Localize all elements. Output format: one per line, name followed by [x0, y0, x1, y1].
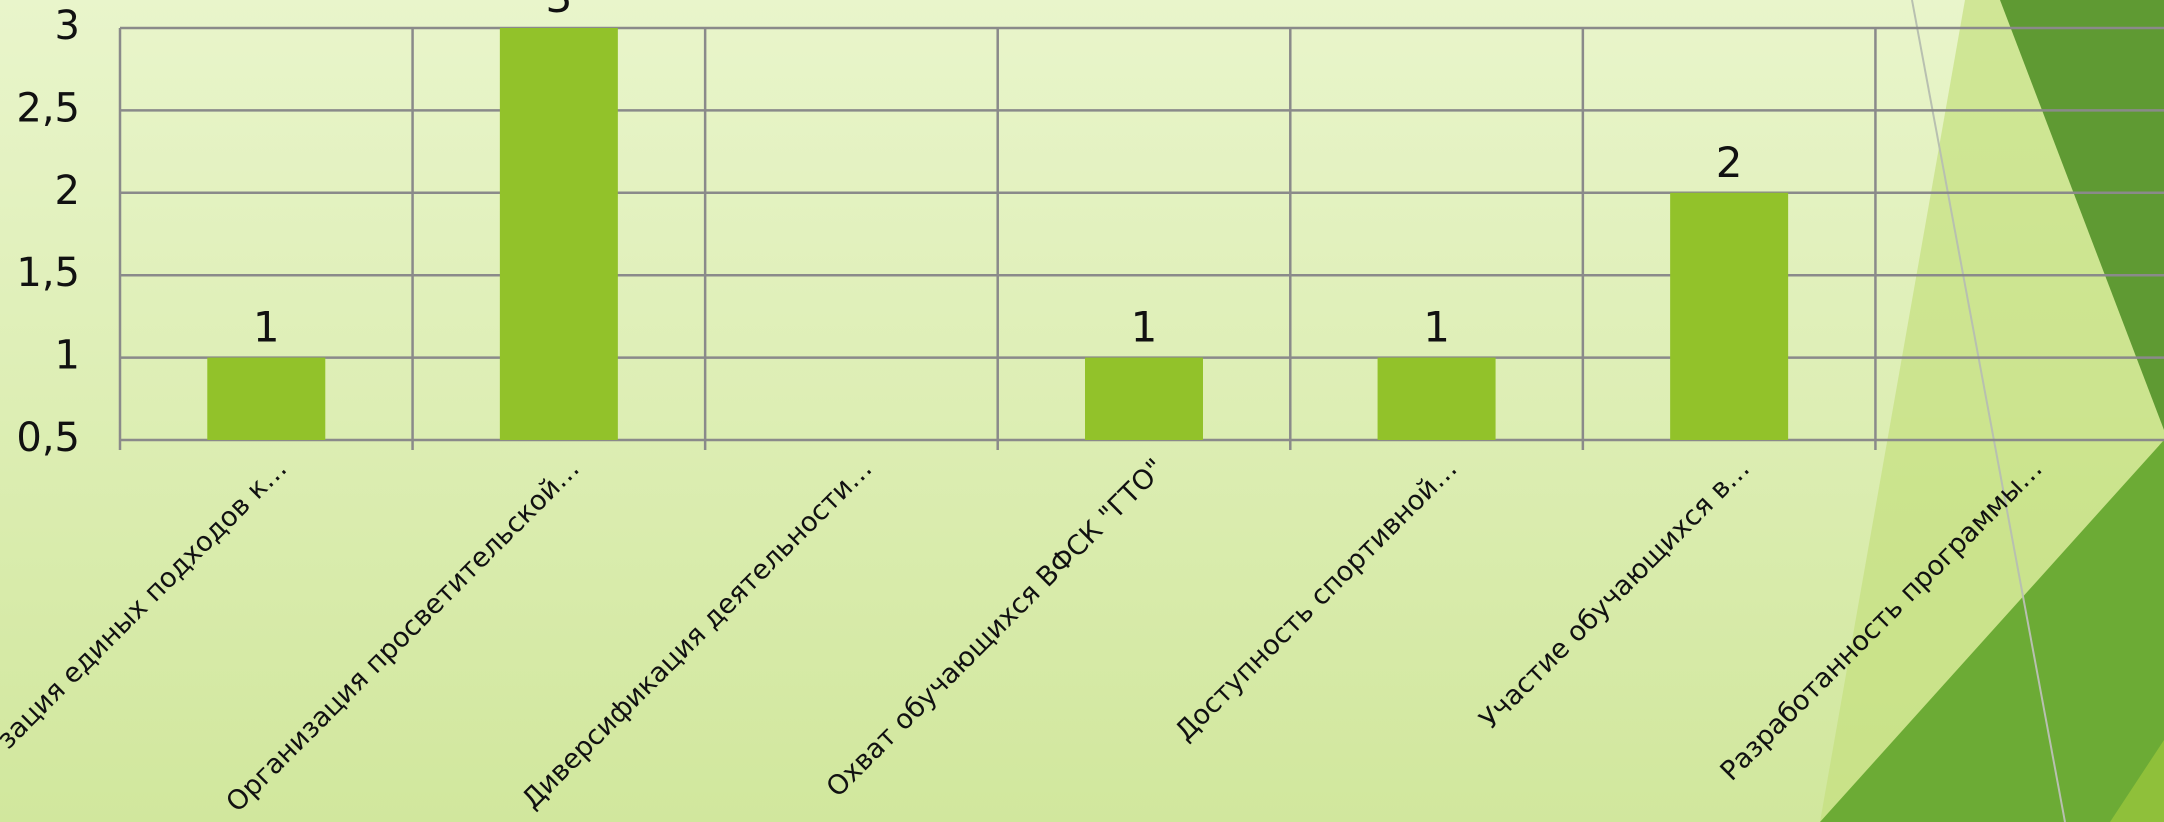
value-label: 3	[545, 0, 572, 22]
y-tick-label: 1	[55, 333, 80, 379]
y-tick-label: 2,5	[16, 85, 80, 131]
bar	[499, 28, 618, 440]
bar	[207, 357, 326, 440]
y-tick-label: 0,5	[16, 415, 80, 461]
bar	[1670, 192, 1789, 440]
y-tick-label: 1,5	[16, 250, 80, 296]
value-label: 1	[1131, 303, 1158, 352]
y-tick-label: 3	[55, 3, 80, 49]
value-label: 1	[1423, 303, 1450, 352]
bars	[207, 28, 1789, 440]
decoration	[1820, 0, 2164, 822]
value-label: 1	[253, 303, 280, 352]
bar	[1085, 357, 1203, 440]
value-label: 2	[1716, 138, 1743, 187]
bar	[1377, 357, 1496, 440]
y-tick-label: 2	[55, 168, 80, 214]
